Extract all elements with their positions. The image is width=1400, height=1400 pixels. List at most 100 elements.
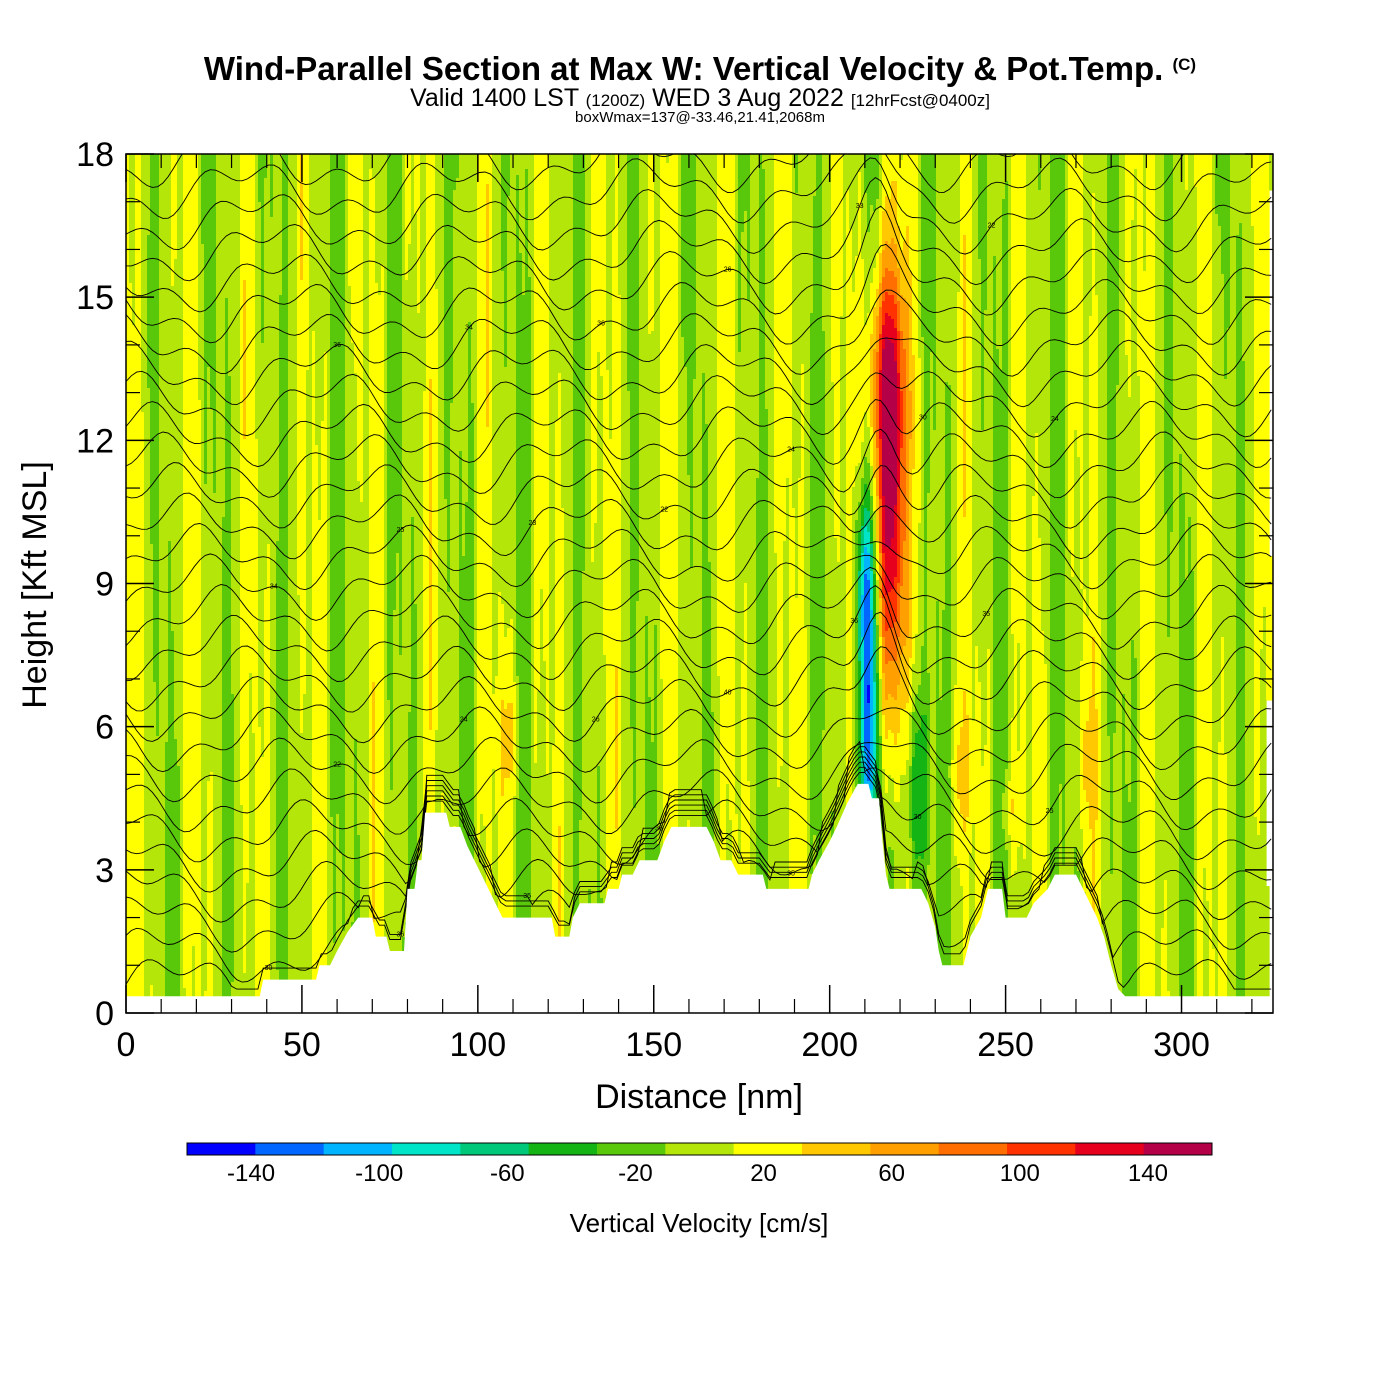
w-cell <box>273 157 283 161</box>
w-cell <box>1065 196 1069 200</box>
w-cell <box>216 166 241 170</box>
w-cell <box>258 196 265 200</box>
w-cell <box>792 184 796 188</box>
w-cell <box>129 199 136 203</box>
w-cell <box>864 166 880 170</box>
w-cell <box>129 154 136 158</box>
w-cell <box>660 169 679 173</box>
w-cell <box>426 193 436 197</box>
w-cell <box>1173 160 1186 164</box>
w-cell <box>258 172 268 176</box>
w-cell <box>813 199 823 203</box>
w-cell <box>270 172 274 176</box>
w-cell <box>1026 163 1039 167</box>
w-cell <box>345 178 349 182</box>
w-cell <box>201 178 217 182</box>
w-cell <box>696 175 718 179</box>
w-cell <box>444 163 460 167</box>
w-cell <box>654 190 661 194</box>
w-cell <box>183 175 199 179</box>
w-cell <box>1038 169 1042 173</box>
w-cell <box>1050 172 1066 176</box>
w-cell <box>882 157 901 161</box>
w-cell <box>141 196 151 200</box>
w-cell <box>1215 169 1231 173</box>
w-cell <box>183 196 199 200</box>
w-cell <box>459 157 478 161</box>
w-cell <box>816 181 823 185</box>
w-cell <box>921 196 937 200</box>
w-cell <box>201 172 217 176</box>
w-cell <box>363 196 370 200</box>
w-cell <box>1008 199 1012 203</box>
w-cell <box>1068 184 1084 188</box>
w-cell <box>402 184 406 188</box>
w-cell <box>681 196 697 200</box>
w-cell <box>519 175 526 179</box>
w-cell <box>762 163 775 167</box>
w-cell <box>1083 163 1108 167</box>
w-cell <box>270 199 274 203</box>
w-cell <box>678 175 682 179</box>
w-cell <box>1155 163 1165 167</box>
w-cell <box>1107 184 1120 188</box>
w-cell <box>534 169 550 173</box>
w-cell <box>501 190 511 194</box>
w-cell <box>216 202 241 206</box>
w-cell <box>135 178 142 182</box>
w-cell <box>1083 166 1108 170</box>
w-cell <box>330 163 346 167</box>
w-cell <box>528 190 535 194</box>
w-cell <box>369 190 376 194</box>
w-cell <box>375 196 388 200</box>
w-cell <box>405 163 412 167</box>
w-cell <box>402 193 406 197</box>
w-cell <box>264 196 271 200</box>
w-cell <box>1230 190 1252 194</box>
w-cell <box>309 175 331 179</box>
w-cell <box>813 196 823 200</box>
w-cell <box>534 172 550 176</box>
w-cell <box>822 193 832 197</box>
w-cell <box>255 181 259 185</box>
w-cell <box>171 181 178 185</box>
w-cell <box>330 166 346 170</box>
w-cell <box>1251 187 1270 191</box>
w-cell <box>1137 178 1144 182</box>
w-cell <box>171 187 178 191</box>
w-cell <box>1215 166 1231 170</box>
w-cell <box>972 157 979 161</box>
w-cell <box>795 166 799 170</box>
w-cell <box>585 196 592 200</box>
w-cell <box>549 157 574 161</box>
w-cell <box>255 193 259 197</box>
w-cell <box>858 196 862 200</box>
w-cell <box>606 181 616 185</box>
w-cell <box>759 178 766 182</box>
w-cell <box>348 154 364 158</box>
w-cell <box>216 193 241 197</box>
w-cell <box>1026 175 1039 179</box>
w-cell <box>978 172 988 176</box>
w-cell <box>1164 166 1174 170</box>
w-cell <box>177 166 184 170</box>
w-cell <box>135 190 142 194</box>
w-cell <box>141 175 151 179</box>
w-cell <box>1038 184 1042 188</box>
w-cell <box>648 163 655 167</box>
w-cell <box>240 169 256 173</box>
w-cell <box>765 181 775 185</box>
w-cell <box>1050 199 1066 203</box>
w-cell <box>375 187 388 191</box>
w-cell <box>696 187 718 191</box>
w-cell <box>150 193 160 197</box>
w-cell <box>528 175 535 179</box>
w-cell <box>1197 199 1213 203</box>
w-cell <box>864 178 880 182</box>
w-cell <box>648 187 655 191</box>
w-cell <box>1041 175 1051 179</box>
w-cell <box>1125 190 1135 194</box>
w-cell <box>1230 163 1252 167</box>
w-cell <box>1164 187 1174 191</box>
w-cell <box>1185 163 1189 167</box>
